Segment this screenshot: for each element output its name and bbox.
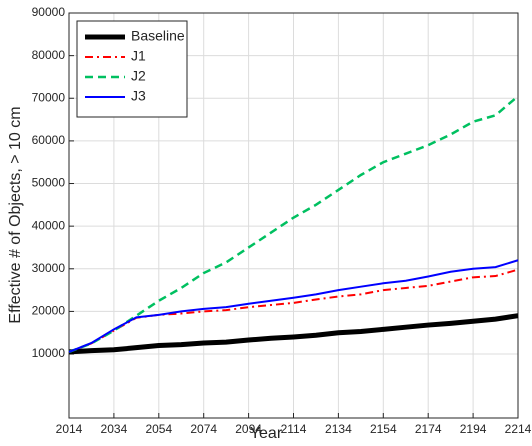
y-tick-label: 30000 bbox=[32, 261, 66, 275]
x-tick-label: 2094 bbox=[235, 422, 262, 436]
x-tick-label: 2174 bbox=[415, 422, 442, 436]
y-tick-label: 60000 bbox=[32, 133, 66, 147]
x-tick-label: 2134 bbox=[325, 422, 352, 436]
x-tick-label: 2034 bbox=[101, 422, 128, 436]
x-tick-label: 2014 bbox=[56, 422, 83, 436]
series-line bbox=[68, 313, 519, 355]
legend: Baseline J1 J2 J3 bbox=[76, 20, 188, 118]
x-tick-label: 2074 bbox=[190, 422, 217, 436]
series-line bbox=[68, 268, 519, 353]
y-tick-label: 10000 bbox=[32, 346, 66, 360]
legend-label: Baseline bbox=[131, 28, 185, 44]
x-tick-label: 2214 bbox=[505, 422, 532, 436]
x-tick-label: 2194 bbox=[460, 422, 487, 436]
x-axis-label: Year bbox=[250, 425, 283, 442]
plot-frame bbox=[68, 12, 519, 419]
y-tick-label: 40000 bbox=[32, 218, 66, 232]
x-tick-label: 2154 bbox=[370, 422, 397, 436]
y-tick-label: 70000 bbox=[32, 90, 66, 104]
legend-label: J1 bbox=[131, 48, 146, 64]
x-tick-label: 2054 bbox=[145, 422, 172, 436]
y-tick-label: 50000 bbox=[32, 176, 66, 190]
series-line bbox=[68, 95, 519, 354]
x-tick-label: 2114 bbox=[281, 422, 307, 436]
y-tick-label: 80000 bbox=[32, 48, 66, 62]
y-tick-label: 20000 bbox=[32, 304, 66, 318]
legend-label: J2 bbox=[131, 68, 146, 84]
y-axis-label: Effective # of Objects, > 10 cm bbox=[7, 106, 24, 323]
legend-label: J3 bbox=[131, 88, 146, 104]
y-tick-label: 90000 bbox=[32, 5, 66, 19]
series-line bbox=[68, 259, 519, 353]
